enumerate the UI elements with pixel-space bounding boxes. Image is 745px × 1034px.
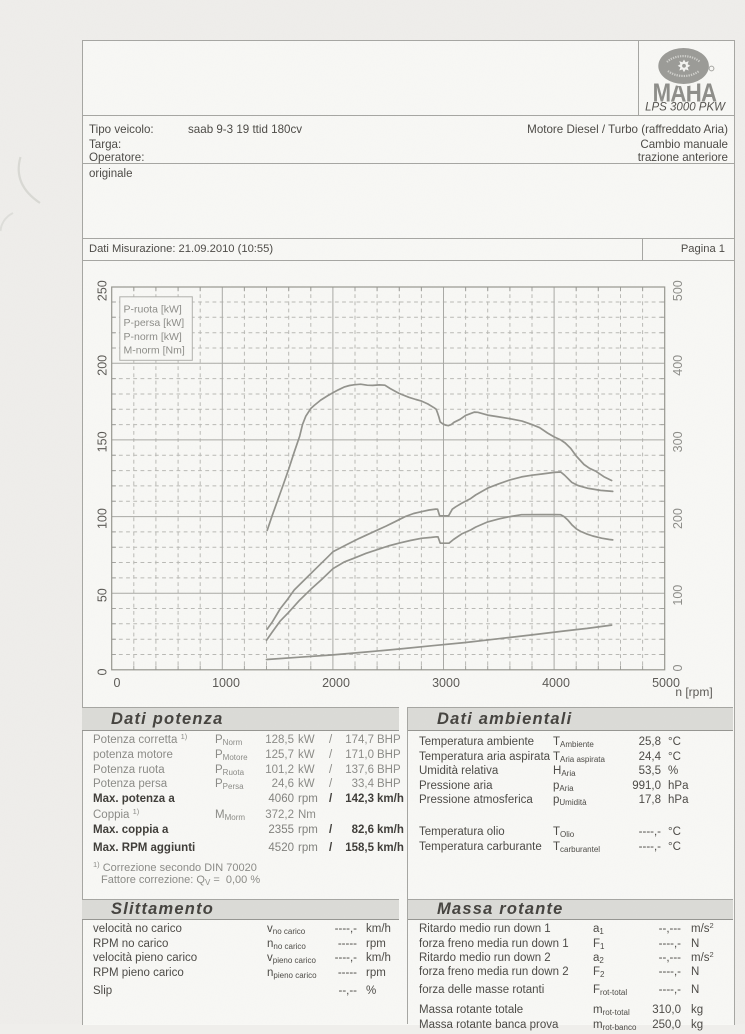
svg-text:400: 400	[671, 355, 685, 376]
svg-text:0: 0	[114, 676, 121, 690]
svg-text:4000: 4000	[542, 676, 570, 690]
svg-text:P-norm [kW]: P-norm [kW]	[124, 331, 182, 343]
svg-text:200: 200	[671, 508, 685, 529]
svg-text:150: 150	[96, 431, 110, 452]
svg-text:0: 0	[671, 664, 685, 671]
svg-text:M-norm [Nm]: M-norm [Nm]	[124, 345, 185, 357]
svg-text:LPS 3000 PKW: LPS 3000 PKW	[645, 102, 726, 114]
svg-text:500: 500	[671, 280, 685, 301]
svg-text:300: 300	[671, 431, 685, 452]
svg-text:100: 100	[671, 585, 685, 606]
svg-text:2000: 2000	[322, 676, 350, 690]
svg-text:200: 200	[96, 355, 110, 376]
svg-text:n [rpm]: n [rpm]	[675, 685, 712, 699]
svg-text:1000: 1000	[212, 676, 240, 690]
svg-text:0: 0	[96, 668, 110, 675]
svg-text:50: 50	[96, 588, 110, 602]
svg-text:3000: 3000	[432, 676, 460, 690]
svg-text:100: 100	[96, 508, 110, 529]
svg-text:P-persa [kW]: P-persa [kW]	[124, 317, 185, 329]
svg-text:250: 250	[96, 280, 110, 301]
svg-text:P-ruota [kW]: P-ruota [kW]	[124, 304, 182, 316]
